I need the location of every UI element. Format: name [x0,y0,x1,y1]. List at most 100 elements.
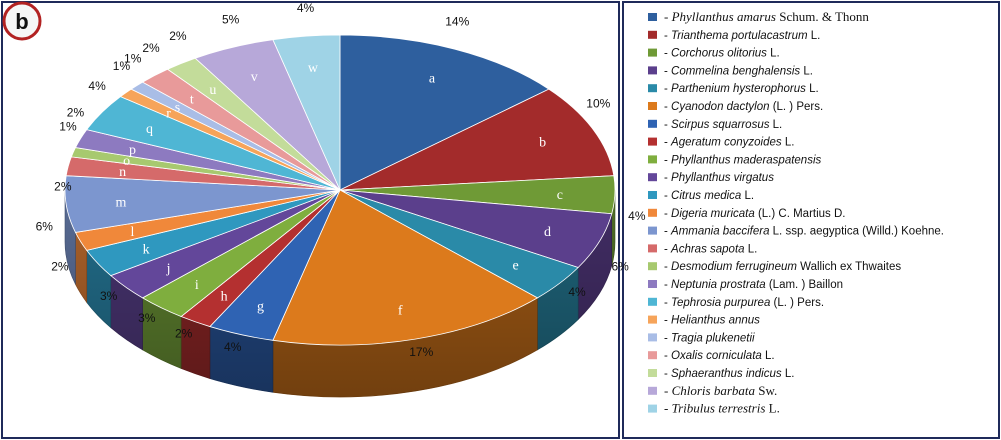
legend-species-h: Ageratum conyzoides [670,137,782,149]
pie-pct-h: 2% [175,326,193,340]
legend-authority-d: L. [800,65,813,77]
legend-authority-h: L. [782,137,795,149]
legend-label-t: - Oxalis corniculata L. [664,350,775,362]
pie-letter-p: p [129,143,136,158]
legend-item-o: o - Desmodium ferrugineum Wallich ex Thw… [648,261,901,273]
legend-dash-g: - [664,119,671,131]
pie-side-shading [65,190,615,397]
legend-dash-f: - [664,101,671,113]
legend-label-c: - Corchorus olitorius L. [664,48,780,60]
legend-species-k: Citrus medica [671,190,741,202]
legend-authority-t: L. [762,350,775,362]
legend-key-l: l [658,212,659,218]
legend-species-b: Trianthema portulacastrum [671,30,808,42]
pie-pct-u: 2% [169,29,187,43]
legend-item-j: j - Phyllanthus virgatus [648,172,774,184]
pie-letter-k: k [143,243,150,258]
pie-pct-g: 4% [224,340,242,354]
pie-slice-b [339,88,615,191]
legend-key-r: r [658,319,660,325]
pie-pct-b: 10% [586,96,610,110]
pie-pct-j: 3% [100,289,118,303]
legend-label-r: - Helianthus annus [664,315,760,327]
legend-key-b: b [658,34,662,40]
legend-swatch-t [648,351,657,360]
legend-key-j: j [657,176,659,182]
legend-label-v: - Chloris barbata Sw. [664,383,777,398]
pie-letter-h: h [221,289,228,304]
legend-dash-p: - [664,279,671,291]
pie-letter-c: c [557,188,563,203]
legend-label-o: - Desmodium ferrugineum Wallich ex Thwai… [664,261,901,273]
pie-pct-v: 5% [222,12,240,26]
pie-letter-v: v [251,70,258,85]
legend-item-m: m - Ammania baccifera L. ssp. aegyptica … [648,226,944,238]
pie-sides [64,189,616,398]
legend-key-m: m [658,230,663,236]
legend-key-a: a [658,16,662,22]
legend-dash-d: - [664,65,671,77]
pie-letter-l: l [131,225,135,240]
pie-slice-w [272,34,341,191]
legend-key-t: t [658,354,660,360]
legend-species-m: Ammania baccifera [670,226,769,238]
legend-swatch-p [648,280,657,288]
legend-key-c: c [658,52,661,58]
legend-key-q: q [658,301,661,307]
pie-letter-i: i [195,278,199,293]
legend-swatch-n [648,244,657,253]
legend-item-e: e - Parthenium hysterophorus L. [648,83,819,95]
legend-key-h: h [658,141,661,147]
pie-letter-b: b [539,136,546,151]
pie-pct-a: 14% [445,14,469,28]
legend-dash-o: - [664,261,671,273]
legend-key-d: d [658,69,661,75]
legend-label-u: - Sphaeranthus indicus L. [664,368,794,380]
legend-authority-u: L. [782,368,795,380]
legend-item-w: w - Tribulus terrestris L. [648,401,780,416]
legend-swatch-o [648,262,657,271]
legend-key-i: i [658,158,659,164]
pie-letter-s: s [175,100,180,115]
legend-item-l: l - Digeria muricata (L.) C. Martius D. [648,208,846,220]
legend-species-s: Tragia plukenetii [671,332,755,344]
pie-letter-d: d [544,225,551,240]
legend-key-g: g [658,123,661,129]
legend-species-g: Scirpus squarrosus [671,119,770,131]
pie-letter-n: n [119,165,126,180]
legend-species-t: Oxalis corniculata [671,350,762,362]
legend-dash-v: - [664,383,672,398]
legend-item-t: t - Oxalis corniculata L. [648,350,775,362]
legend-dash-w: - [664,401,672,416]
legend-key-w: w [657,408,663,414]
legend-swatch-m [648,226,657,235]
legend-key-s: s [658,336,661,342]
legend-item-b: b - Trianthema portulacastrum L. [648,30,820,42]
legend-label-k: - Citrus medica L. [664,190,754,202]
pie-letter-e: e [512,259,518,274]
pie-pct-t: 2% [142,41,160,55]
legend-dash-u: - [664,368,671,380]
legend-dash-c: - [664,48,671,60]
legend-species-n: Achras sapota [670,243,745,255]
legend-label-l: - Digeria muricata (L.) C. Martius D. [664,208,846,220]
legend-species-f: Cyanodon dactylon [671,101,769,113]
legend-dash-i: - [664,154,671,166]
legend-species-w: Tribulus terrestris [672,401,766,416]
legend-swatch-q [648,297,657,306]
legend-label-m: - Ammania baccifera L. ssp. aegyptica (W… [664,226,944,238]
pie-letter-w: w [308,61,319,76]
legend-swatch-u [648,369,657,377]
pie-slice-f [272,189,539,346]
legend-item-g: g - Scirpus squarrosus L. [648,119,782,131]
legend-species-u: Sphaeranthus indicus [671,368,782,380]
pie-pct-i: 3% [138,311,156,325]
legend-authority-q: (L. ) Pers. [770,297,824,309]
legend-key-v: v [658,390,661,396]
legend-key-e: e [658,87,662,93]
pie-letter-g: g [257,300,264,315]
pie-pct-c: 4% [628,209,646,223]
legend-swatch-j [648,173,657,182]
pie-letter-o: o [123,154,130,169]
